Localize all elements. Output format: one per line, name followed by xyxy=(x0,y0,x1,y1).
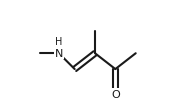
Text: H: H xyxy=(55,37,63,46)
Text: N: N xyxy=(55,49,63,59)
Text: O: O xyxy=(111,89,120,99)
